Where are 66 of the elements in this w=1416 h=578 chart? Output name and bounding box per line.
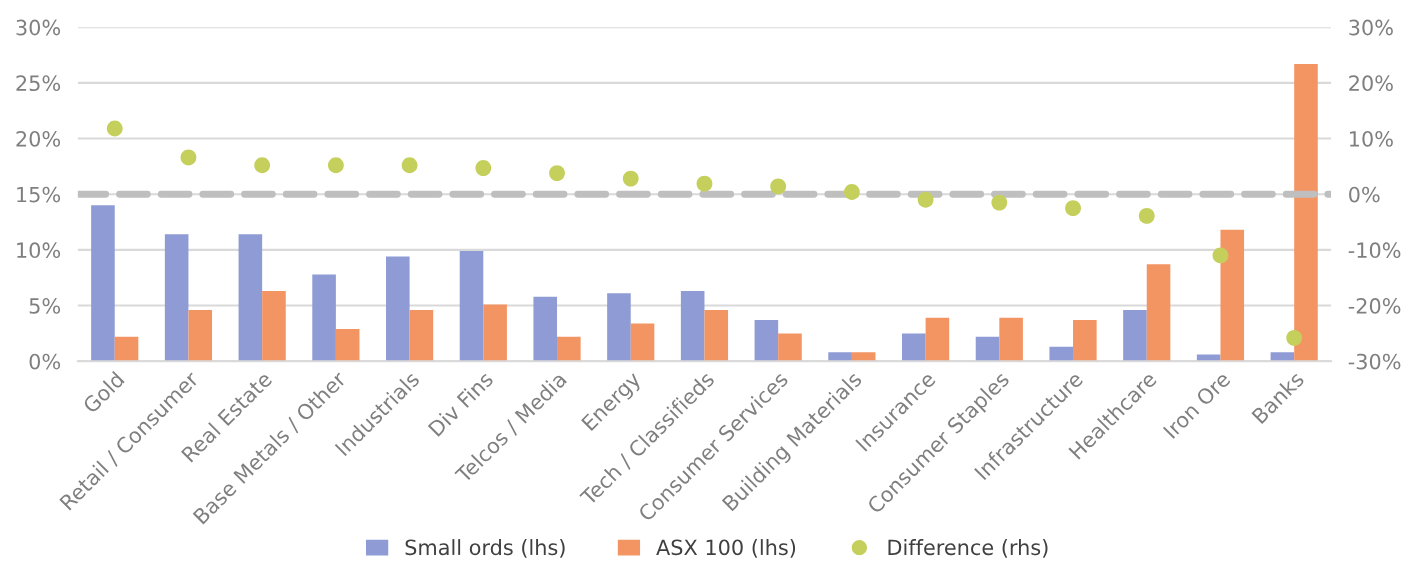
point xyxy=(254,157,271,174)
point xyxy=(180,149,197,166)
bar xyxy=(999,317,1023,362)
point xyxy=(106,120,123,137)
bar xyxy=(533,296,558,362)
y2-tick-label: 20% xyxy=(1349,75,1393,92)
bar xyxy=(557,336,581,362)
bar xyxy=(238,234,263,362)
legend-label: ASX 100 (lhs) xyxy=(656,539,796,558)
point xyxy=(1138,208,1155,224)
point xyxy=(917,191,934,208)
bar xyxy=(1146,264,1171,362)
point xyxy=(991,194,1008,211)
bar xyxy=(91,205,115,362)
bar xyxy=(262,291,286,362)
bar xyxy=(1220,229,1245,362)
point xyxy=(549,165,565,181)
bar xyxy=(188,310,213,362)
y2-tick-label: 30% xyxy=(1349,19,1393,36)
bar xyxy=(902,333,926,362)
bar xyxy=(778,333,802,362)
point xyxy=(1286,329,1303,346)
y-tick-label: 15% xyxy=(17,186,61,203)
y2-tick-label: -30% xyxy=(1348,353,1401,370)
point xyxy=(622,170,639,187)
point xyxy=(1065,200,1081,217)
bar xyxy=(704,310,729,362)
y-tick-label: 5% xyxy=(29,298,61,314)
legend-label: Small ords (lhs) xyxy=(405,539,565,558)
bar xyxy=(164,234,189,362)
bar xyxy=(607,293,631,362)
y-tick-label: 30% xyxy=(16,19,61,36)
point xyxy=(327,157,344,174)
y2-tick-label: -20% xyxy=(1348,298,1401,314)
bar xyxy=(335,328,360,362)
point xyxy=(1212,247,1229,264)
bar xyxy=(459,251,484,362)
legend-label: Difference (rhs) xyxy=(888,539,1048,558)
y2-tick-label: -10% xyxy=(1348,242,1401,259)
bar xyxy=(925,317,950,362)
bar xyxy=(754,320,779,362)
bar xyxy=(1073,320,1097,362)
y-tick-label: 25% xyxy=(16,75,61,92)
bar xyxy=(1294,63,1318,362)
bar xyxy=(975,336,1000,362)
y2-tick-label: 10% xyxy=(1350,130,1393,147)
bar xyxy=(828,352,852,362)
point xyxy=(401,157,418,174)
x-tick-label: Iron Ore xyxy=(1162,370,1232,440)
bar xyxy=(630,323,655,362)
bar xyxy=(114,336,139,362)
bar xyxy=(409,310,434,362)
y2-tick-label: 0% xyxy=(1349,186,1380,203)
bar xyxy=(1123,310,1147,362)
y-tick-label: 20% xyxy=(16,130,61,147)
bar xyxy=(1049,346,1074,362)
bar xyxy=(312,274,336,362)
point xyxy=(475,160,492,176)
point xyxy=(770,178,787,195)
bar xyxy=(386,256,410,362)
y-tick-label: 0% xyxy=(29,353,61,370)
point xyxy=(843,184,860,200)
bar xyxy=(680,291,705,362)
bar xyxy=(483,304,507,362)
point xyxy=(696,175,713,192)
y-tick-label: 10% xyxy=(17,242,61,259)
